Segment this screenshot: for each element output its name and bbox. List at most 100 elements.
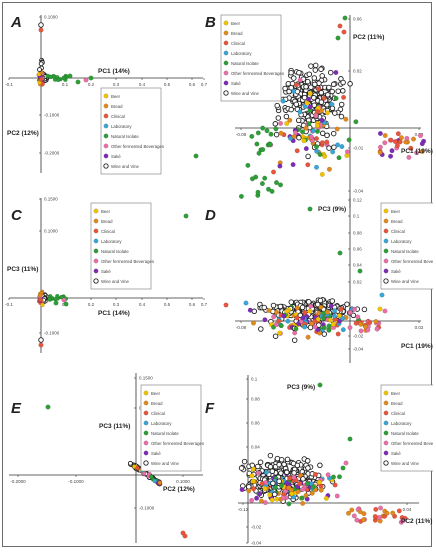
data-point [39, 76, 44, 82]
data-point [286, 501, 292, 507]
data-point [332, 110, 338, 116]
legend-entry: Bread [111, 104, 123, 109]
data-point [141, 471, 147, 476]
legend-entry: Bread [391, 219, 403, 224]
data-point [373, 506, 379, 512]
data-point [317, 382, 323, 388]
data-point [327, 317, 333, 323]
data-point [127, 460, 133, 466]
data-point [328, 303, 334, 309]
data-point [250, 466, 256, 472]
data-point [291, 88, 297, 94]
data-point [294, 148, 300, 154]
legend-entry: Clinical [391, 411, 405, 416]
data-point [307, 308, 313, 314]
data-point [419, 141, 425, 147]
y-tick-label: 0.04 [251, 445, 260, 450]
data-point [264, 469, 270, 475]
data-point [318, 99, 325, 105]
data-point [361, 306, 368, 313]
data-point [318, 304, 324, 310]
legend-marker [383, 390, 389, 396]
data-point [238, 465, 245, 471]
data-point [312, 81, 318, 88]
data-point [262, 486, 268, 492]
data-point [382, 513, 388, 519]
data-point [293, 326, 299, 332]
data-point [277, 163, 283, 169]
data-point [312, 62, 319, 69]
legend-entry: Saké [101, 269, 111, 274]
data-point [266, 186, 272, 192]
legend-marker [93, 208, 99, 214]
data-point [268, 131, 274, 137]
data-point [38, 337, 44, 343]
data-point [314, 123, 320, 129]
legend-entry: Beer [111, 94, 121, 99]
y-axis-label: PC2 (11%) [353, 34, 384, 41]
data-point [317, 462, 323, 469]
data-point [275, 115, 282, 121]
legend-entry: Natural Isolate [101, 249, 129, 254]
data-point [344, 301, 350, 307]
legend-marker [383, 400, 389, 406]
data-point [296, 69, 302, 76]
data-point [256, 150, 262, 156]
data-point [382, 132, 388, 138]
y-tick-label: -0.01 [353, 146, 364, 151]
legend-entry: Other fermented Beverages [101, 259, 154, 264]
data-point [340, 327, 346, 333]
data-point [294, 315, 300, 321]
data-point [303, 492, 309, 498]
point-cloud [36, 213, 249, 348]
data-point [305, 465, 311, 471]
data-point [311, 94, 317, 101]
legend-entry: Other fermented Beverages [391, 259, 433, 264]
data-point [291, 474, 297, 480]
legend-box [100, 87, 162, 175]
data-point [249, 497, 255, 503]
legend-entry: Laboratory [101, 239, 122, 244]
x-axis-label: PC2 (12%) [163, 486, 195, 493]
legend-entry: Clinical [151, 411, 165, 416]
data-point [274, 102, 280, 109]
data-point [414, 150, 420, 156]
x-tick-label: 0.6 [189, 302, 196, 307]
legend-box [220, 14, 282, 102]
data-point [284, 456, 291, 463]
data-point [343, 116, 349, 122]
y-axis-label: PC3 (9%) [318, 206, 346, 213]
data-point [384, 510, 390, 516]
data-point [157, 480, 163, 485]
legend-entry: Beer [391, 391, 401, 396]
data-point [353, 320, 359, 326]
data-point [308, 84, 314, 90]
data-point [324, 139, 330, 145]
legend-marker [143, 390, 149, 396]
y-tick-label: -0.1000 [44, 113, 60, 118]
data-point [260, 125, 266, 131]
data-point [283, 113, 290, 120]
data-point [317, 297, 324, 304]
data-point [358, 321, 364, 327]
legend-marker [103, 133, 109, 139]
data-point [340, 88, 346, 94]
legend-marker [93, 238, 99, 244]
data-point [278, 182, 284, 188]
data-point [247, 307, 253, 313]
data-point [249, 133, 255, 139]
data-point [282, 85, 288, 92]
data-point [135, 465, 140, 471]
data-point [152, 478, 158, 484]
y-axis-label: PC3 (9%) [287, 384, 315, 391]
data-point [45, 73, 50, 79]
data-point [335, 142, 341, 148]
data-point [296, 134, 302, 141]
data-point [56, 77, 61, 83]
data-point [350, 312, 357, 319]
data-point [255, 470, 261, 476]
data-point [326, 145, 332, 151]
legend-box [140, 384, 202, 472]
data-point [365, 327, 371, 333]
data-point [182, 533, 188, 539]
